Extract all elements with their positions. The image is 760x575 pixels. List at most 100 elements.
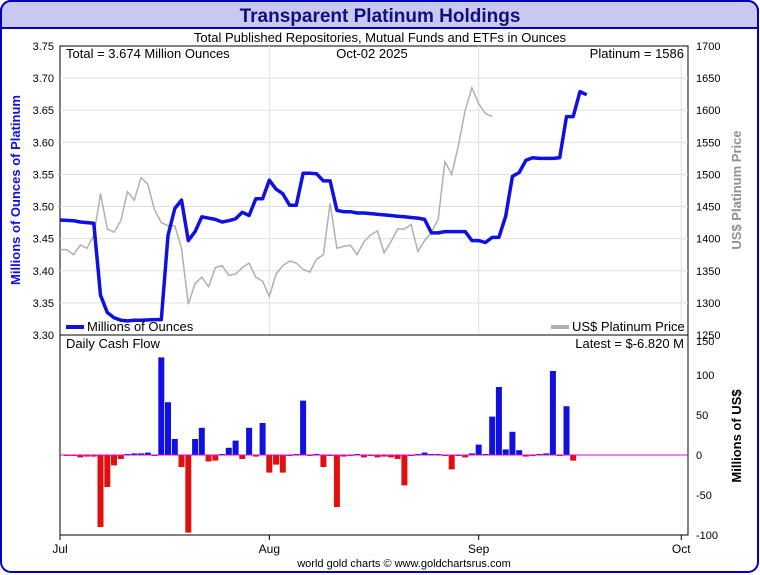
cashflow-bar xyxy=(563,406,570,455)
cashflow-bar xyxy=(489,416,496,455)
cashflow-bar xyxy=(171,439,178,455)
cashflow-bar xyxy=(239,455,246,459)
cashflow-tick-label: 150 xyxy=(696,336,714,348)
price-tick-label: 1450 xyxy=(696,202,720,214)
legend-holdings-label: Millions of Ounces xyxy=(87,319,194,334)
cashflow-bar xyxy=(84,455,90,457)
holdings-tick-label: 3.70 xyxy=(33,73,54,85)
holdings-tick-label: 3.35 xyxy=(33,298,54,310)
cashflow-bar xyxy=(111,455,117,466)
cashflow-bar xyxy=(212,455,219,461)
cashflow-bar xyxy=(543,453,550,455)
price-tick-label: 1650 xyxy=(696,73,720,85)
cashflow-bar xyxy=(516,450,523,455)
footer-credit: world gold charts © www.goldchartsrus.co… xyxy=(296,558,511,570)
cashflow-bar xyxy=(90,455,97,457)
price-label: Platinum = 1586 xyxy=(590,46,684,61)
holdings-tick-label: 3.65 xyxy=(33,105,54,117)
holdings-tick-label: 3.45 xyxy=(33,234,54,246)
cashflow-bar xyxy=(97,455,104,527)
cashflow-bar xyxy=(77,455,84,458)
holdings-y-axis: 3.30 3.35 3.40 3.45 3.50 3.55 3.60 3.65 3.70 3.75 xyxy=(33,41,54,342)
chart-subtitle: Total Published Repositories, Mutual Fun… xyxy=(194,30,567,45)
cashflow-bar xyxy=(381,455,388,457)
holdings-series xyxy=(59,89,588,323)
cashflow-bar xyxy=(394,455,401,459)
cashflow-bar xyxy=(178,455,185,467)
chart-title: Transparent Platinum Holdings xyxy=(240,6,521,27)
cashflow-bar xyxy=(300,400,307,455)
cashflow-bar xyxy=(198,427,205,455)
cashflow-bar xyxy=(340,455,347,457)
cashflow-bars xyxy=(60,357,688,533)
price-tick-label: 1350 xyxy=(696,266,720,278)
x-tick-label: Aug xyxy=(259,542,280,556)
holdings-panel xyxy=(59,45,689,336)
cashflow-bar xyxy=(448,455,455,470)
cashflow-tick-label: -100 xyxy=(696,530,718,542)
cashflow-bar xyxy=(259,423,266,455)
cashflow-bar xyxy=(279,455,286,473)
date-label: Oct-02 2025 xyxy=(336,46,408,61)
price-tick-label: 1250 xyxy=(696,330,720,342)
cashflow-bar xyxy=(252,455,259,457)
cashflow-y-axis: -100 -50 0 50 100 150 xyxy=(696,336,718,542)
holdings-grid xyxy=(60,46,688,335)
cashflow-bar xyxy=(266,455,273,473)
holdings-tick-label: 3.55 xyxy=(33,169,54,181)
cashflow-bar xyxy=(495,387,502,455)
holdings-tick-label: 3.40 xyxy=(33,266,54,278)
price-axis-title: US$ Platinum Price xyxy=(729,130,744,249)
cashflow-bar xyxy=(475,444,482,455)
cashflow-bar xyxy=(158,357,165,455)
x-tick-label: Oct xyxy=(672,542,691,556)
cashflow-bar xyxy=(131,453,138,455)
price-tick-label: 1700 xyxy=(696,41,720,53)
price-tick-label: 1500 xyxy=(696,169,720,181)
holdings-tick-label: 3.50 xyxy=(33,202,54,214)
price-y-axis: 1250 1300 1350 1400 1450 1500 1550 1600 1650 1700 xyxy=(696,41,720,342)
holdings-axis-title: Millions of Ounces of Platinum xyxy=(8,95,23,285)
price-line xyxy=(60,85,493,305)
cashflow-bar xyxy=(138,453,144,455)
price-tick-label: 1600 xyxy=(696,105,720,117)
cashflow-bar xyxy=(387,455,394,458)
cashflow-bar xyxy=(192,439,199,455)
cashflow-bar xyxy=(509,431,516,455)
cashflow-latest: Latest = $-6.820 M xyxy=(575,336,684,351)
x-tick-label: Jul xyxy=(52,542,67,556)
cashflow-bar xyxy=(246,427,253,455)
cashflow-tick-label: -50 xyxy=(696,490,712,502)
cashflow-axis-title: Millions of US$ xyxy=(729,389,744,483)
total-label: Total = 3.674 Million Ounces xyxy=(66,46,230,61)
cashflow-bar xyxy=(225,447,232,455)
cashflow-bar xyxy=(104,455,111,487)
cashflow-tick-label: 0 xyxy=(696,450,702,462)
cashflow-bar xyxy=(185,455,192,533)
holdings-tick-label: 3.60 xyxy=(33,137,54,149)
cashflow-bar xyxy=(468,453,475,455)
holdings-tick-label: 3.75 xyxy=(33,41,54,53)
cashflow-bar xyxy=(401,455,408,486)
cashflow-bar xyxy=(232,440,239,455)
x-axis: Jul Aug Sep Oct xyxy=(52,535,691,556)
holdings-line xyxy=(59,89,588,323)
cashflow-bar xyxy=(320,455,327,467)
price-tick-label: 1300 xyxy=(696,298,720,310)
cashflow-bar xyxy=(374,455,381,458)
cashflow-bar xyxy=(144,452,151,455)
cashflow-bar xyxy=(117,455,124,459)
cashflow-tick-label: 100 xyxy=(696,370,714,382)
cashflow-bar xyxy=(522,455,529,457)
cashflow-title: Daily Cash Flow xyxy=(66,336,161,351)
price-series xyxy=(60,85,493,305)
cashflow-panel xyxy=(59,334,689,536)
title-band xyxy=(0,0,759,29)
cashflow-bar xyxy=(549,371,556,455)
holdings-tick-label: 3.30 xyxy=(33,330,54,342)
cashflow-bar xyxy=(333,455,340,507)
x-tick-label: Sep xyxy=(468,542,490,556)
price-tick-label: 1550 xyxy=(696,137,720,149)
cashflow-tick-label: 50 xyxy=(696,410,708,422)
